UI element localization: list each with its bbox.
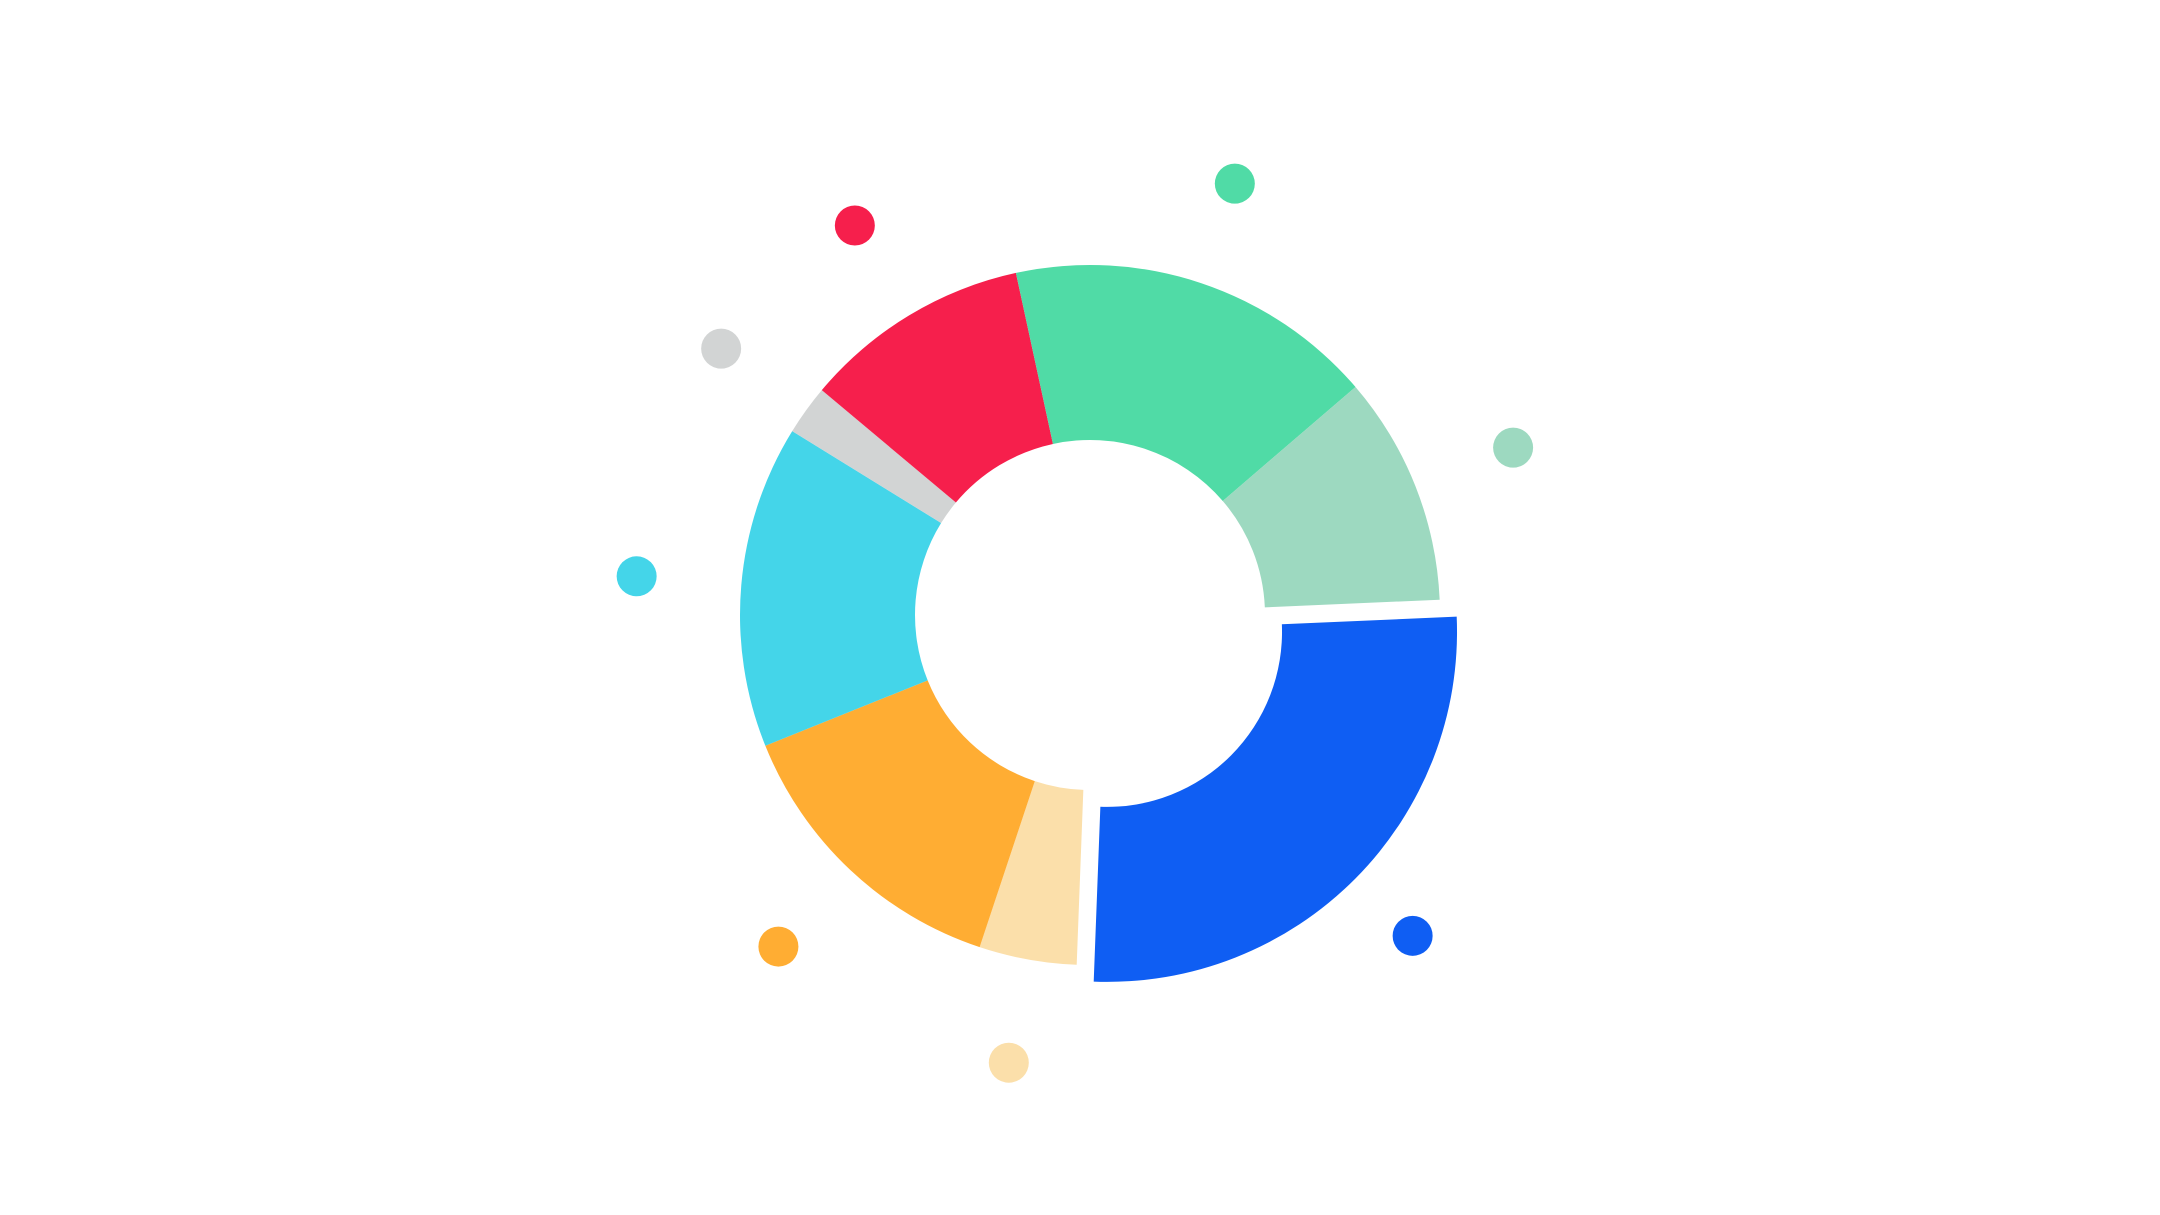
- slice-marker-6: [834, 205, 875, 246]
- slice-marker-7: [1214, 163, 1255, 204]
- donut-slice-4: [739, 431, 942, 746]
- slice-marker-5: [701, 328, 742, 369]
- donut-slice-5: [792, 390, 956, 524]
- donut-slice-6: [821, 272, 1053, 503]
- slice-marker-8: [1493, 427, 1534, 468]
- donut-slice-1: [1093, 616, 1458, 982]
- slice-marker-3: [758, 926, 799, 967]
- slice-markers: [616, 163, 1534, 1083]
- donut-slice-2: [979, 781, 1084, 965]
- slice-marker-1: [1392, 915, 1433, 956]
- donut-slices: [739, 265, 1458, 982]
- slice-marker-2: [988, 1042, 1029, 1083]
- donut-slice-8: [1222, 386, 1440, 608]
- slice-marker-4: [616, 556, 657, 597]
- donut-slice-7: [1015, 265, 1356, 501]
- donut-slice-3: [765, 680, 1035, 948]
